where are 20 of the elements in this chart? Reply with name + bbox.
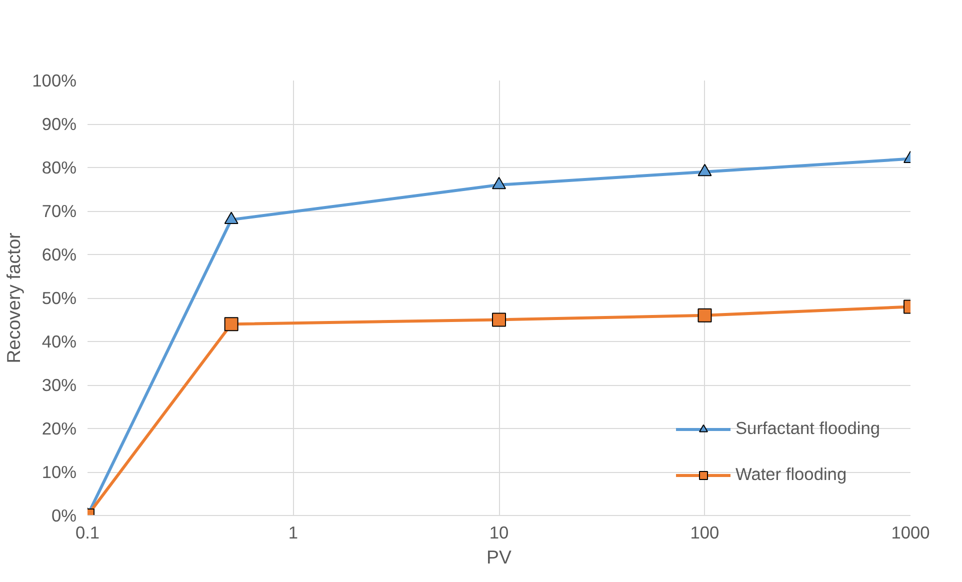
y-tick-label: 90% (42, 114, 77, 134)
y-tick-label: 100% (32, 70, 77, 90)
y-tick-label: 40% (42, 332, 77, 352)
y-axis-title: Recovery factor (3, 232, 24, 364)
x-tick-label: 1000 (891, 522, 930, 542)
y-tick-label: 0% (51, 506, 76, 526)
x-axis-title: PV (486, 546, 512, 568)
y-tick-label: 10% (42, 462, 77, 482)
y-tick-label: 30% (42, 375, 77, 395)
y-tick-label: 50% (42, 288, 77, 308)
legend-label: Surfactant flooding (736, 418, 880, 439)
y-tick-label: 80% (42, 158, 77, 178)
x-tick-label: 10 (489, 522, 509, 542)
y-tick-label: 60% (42, 244, 77, 264)
x-tick-label: 0.1 (75, 522, 100, 542)
y-tick-label: 70% (42, 201, 77, 221)
x-tick-label: 1 (288, 522, 298, 542)
legend-label: Water flooding (736, 464, 847, 485)
x-tick-label: 100 (690, 522, 720, 542)
y-tick-label: 20% (42, 418, 77, 438)
